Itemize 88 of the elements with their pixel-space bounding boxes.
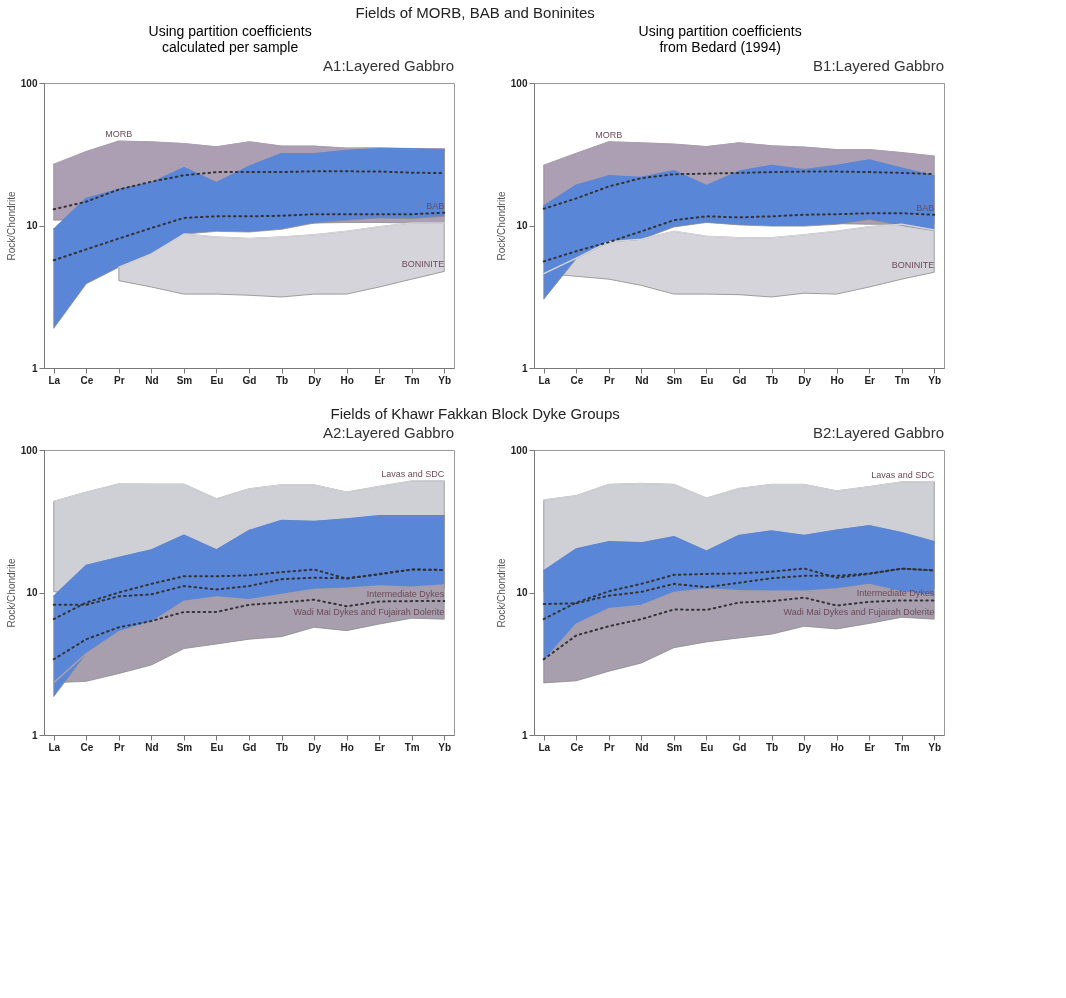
x-tick-label: Yb <box>438 374 452 386</box>
x-tick-label: Eu <box>210 374 224 386</box>
annotation: Wadi Mai Dykes and Fujairah Dolerite <box>293 607 445 618</box>
x-tick-label: Gd <box>732 741 747 753</box>
x-tick-label: Sm <box>666 374 683 386</box>
x-tick-label: Nd <box>635 374 649 386</box>
y-tick-label: 10 <box>26 220 38 231</box>
annotation: BAB <box>916 202 935 213</box>
annotation: MORB <box>595 129 623 140</box>
x-tick-label: Dy <box>308 741 322 753</box>
x-tick-label: Nd <box>145 374 159 386</box>
x-tick-label: Pr <box>604 741 615 753</box>
x-tick-label: Tm <box>404 741 420 753</box>
x-tick-label: Tb <box>765 374 779 386</box>
chart-title: B2:Layered Gabbro <box>813 424 944 441</box>
y-axis-title: Rock/Chondrite <box>495 191 507 261</box>
text: Fields of MORB, BAB and Boninites <box>355 3 595 21</box>
annotation: Lavas and SDC <box>871 469 935 480</box>
x-tick-label: La <box>48 374 61 386</box>
x-tick-label: Pr <box>114 741 125 753</box>
y-axis-title: Rock/Chondrite <box>5 558 17 628</box>
x-tick-label: Tb <box>765 741 779 753</box>
x-tick-label: Ce <box>570 374 584 386</box>
chart-title: A2:Layered Gabbro <box>323 424 454 441</box>
annotation: MORB <box>105 129 133 140</box>
x-tick-label: Pr <box>114 374 125 386</box>
y-tick-label: 1 <box>31 729 38 741</box>
chart-subtitle: Using partition coefficients calculated per sample <box>148 22 312 55</box>
x-tick-label: Sm <box>176 374 193 386</box>
x-tick-label: Sm <box>666 741 683 753</box>
x-tick-label: Gd <box>242 741 257 753</box>
x-tick-label: Nd <box>635 741 649 753</box>
x-tick-label: Ho <box>340 374 354 386</box>
x-tick-label: Sm <box>176 741 193 753</box>
y-axis-title: Rock/Chondrite <box>495 558 507 628</box>
y-tick-label: 1 <box>31 362 38 374</box>
x-tick-label: Pr <box>604 374 615 386</box>
annotation: BAB <box>426 200 445 211</box>
x-tick-label: Dy <box>798 741 812 753</box>
x-tick-label: Tb <box>275 374 289 386</box>
x-tick-label: Dy <box>308 374 322 386</box>
x-tick-label: Er <box>374 741 386 753</box>
y-tick-label: 10 <box>26 587 38 598</box>
x-tick-label: Eu <box>700 374 714 386</box>
x-tick-label: Tm <box>894 374 910 386</box>
x-tick-label: Eu <box>210 741 224 753</box>
y-tick-label: 100 <box>20 444 38 456</box>
x-tick-label: Tb <box>275 741 289 753</box>
y-axis-title: Rock/Chondrite <box>5 191 17 261</box>
x-tick-label: La <box>538 374 551 386</box>
x-tick-label: Gd <box>732 374 747 386</box>
x-tick-label: Tm <box>894 741 910 753</box>
x-tick-label: Tm <box>404 374 420 386</box>
y-tick-label: 1 <box>521 729 528 741</box>
chart-title: A1:Layered Gabbro <box>323 57 454 74</box>
x-tick-label: La <box>48 741 61 753</box>
y-tick-label: 10 <box>516 220 528 231</box>
chart-title: B1:Layered Gabbro <box>813 57 944 74</box>
annotation: Intermediate Dykes <box>856 588 935 599</box>
y-tick-label: 100 <box>20 77 38 89</box>
annotation: Lavas and SDC <box>381 468 445 479</box>
x-tick-label: Gd <box>242 374 257 386</box>
annotation: Intermediate Dykes <box>366 589 445 600</box>
x-tick-label: Yb <box>928 741 942 753</box>
x-tick-label: Er <box>374 374 386 386</box>
y-tick-label: 1 <box>521 362 528 374</box>
x-tick-label: Ce <box>570 741 584 753</box>
x-tick-label: Ho <box>830 374 844 386</box>
x-tick-label: Eu <box>700 741 714 753</box>
x-tick-label: Yb <box>928 374 942 386</box>
x-tick-label: Ho <box>830 741 844 753</box>
x-tick-label: Er <box>864 374 876 386</box>
annotation: Wadi Mai Dykes and Fujairah Dolerite <box>783 607 935 618</box>
annotation: BONINITE <box>891 260 935 271</box>
chart-subtitle: Using partition coefficients from Bedard (1994) <box>638 22 802 55</box>
x-tick-label: Ce <box>80 374 94 386</box>
x-tick-label: Nd <box>145 741 159 753</box>
x-tick-label: Er <box>864 741 876 753</box>
text: Fields of Khawr Fakkan Block Dyke Groups <box>330 404 620 422</box>
y-tick-label: 100 <box>510 444 528 456</box>
x-tick-label: Ho <box>340 741 354 753</box>
x-tick-label: Yb <box>438 741 452 753</box>
x-tick-label: Dy <box>798 374 812 386</box>
annotation: BONINITE <box>401 259 445 270</box>
y-tick-label: 10 <box>516 587 528 598</box>
x-tick-label: La <box>538 741 551 753</box>
x-tick-label: Ce <box>80 741 94 753</box>
y-tick-label: 100 <box>510 77 528 89</box>
